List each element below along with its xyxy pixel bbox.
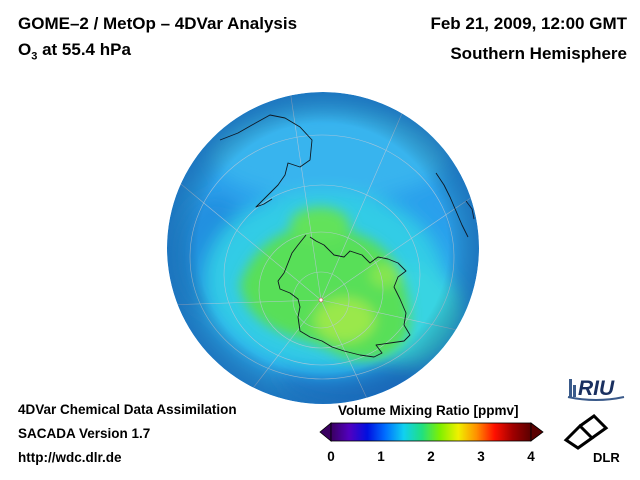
footer-url: http://wdc.dlr.de	[18, 450, 122, 465]
colorbar-gradient-bar	[330, 422, 532, 442]
hemisphere-label: Southern Hemisphere	[450, 44, 627, 63]
footer-line-2: SACADA Version 1.7	[18, 426, 151, 441]
species-name: O	[18, 40, 32, 59]
date-label: Feb 21, 2009, 12:00 GMT	[430, 14, 627, 33]
footer-line-1: 4DVar Chemical Data Assimilation	[18, 402, 237, 417]
dlr-logo-text: DLR	[593, 450, 620, 465]
species-level-label: O3 at 55.4 hPa	[18, 40, 131, 62]
colorbar-tick-1: 1	[377, 449, 385, 464]
colorbar-tick-4: 4	[527, 449, 535, 464]
map-title: GOME–2 / MetOp – 4DVar Analysis	[18, 14, 298, 33]
colorbar-tick-2: 2	[427, 449, 435, 464]
pressure-level: at 55.4 hPa	[37, 40, 131, 59]
colorbar-tick-3: 3	[477, 449, 485, 464]
colorbar-arrow-right	[530, 422, 544, 442]
riu-logo-text: RIU	[578, 377, 615, 400]
riu-logo: RIU	[567, 377, 625, 401]
dlr-logo-mark	[563, 414, 609, 450]
colorbar-tick-0: 0	[327, 449, 335, 464]
colorbar-arrow-left	[319, 422, 332, 442]
ozone-globe-map	[167, 92, 479, 404]
limb-shading	[167, 92, 479, 404]
colorbar-title: Volume Mixing Ratio [ppmv]	[338, 403, 519, 418]
species-subscript: 3	[31, 50, 38, 63]
colorbar	[319, 422, 544, 442]
